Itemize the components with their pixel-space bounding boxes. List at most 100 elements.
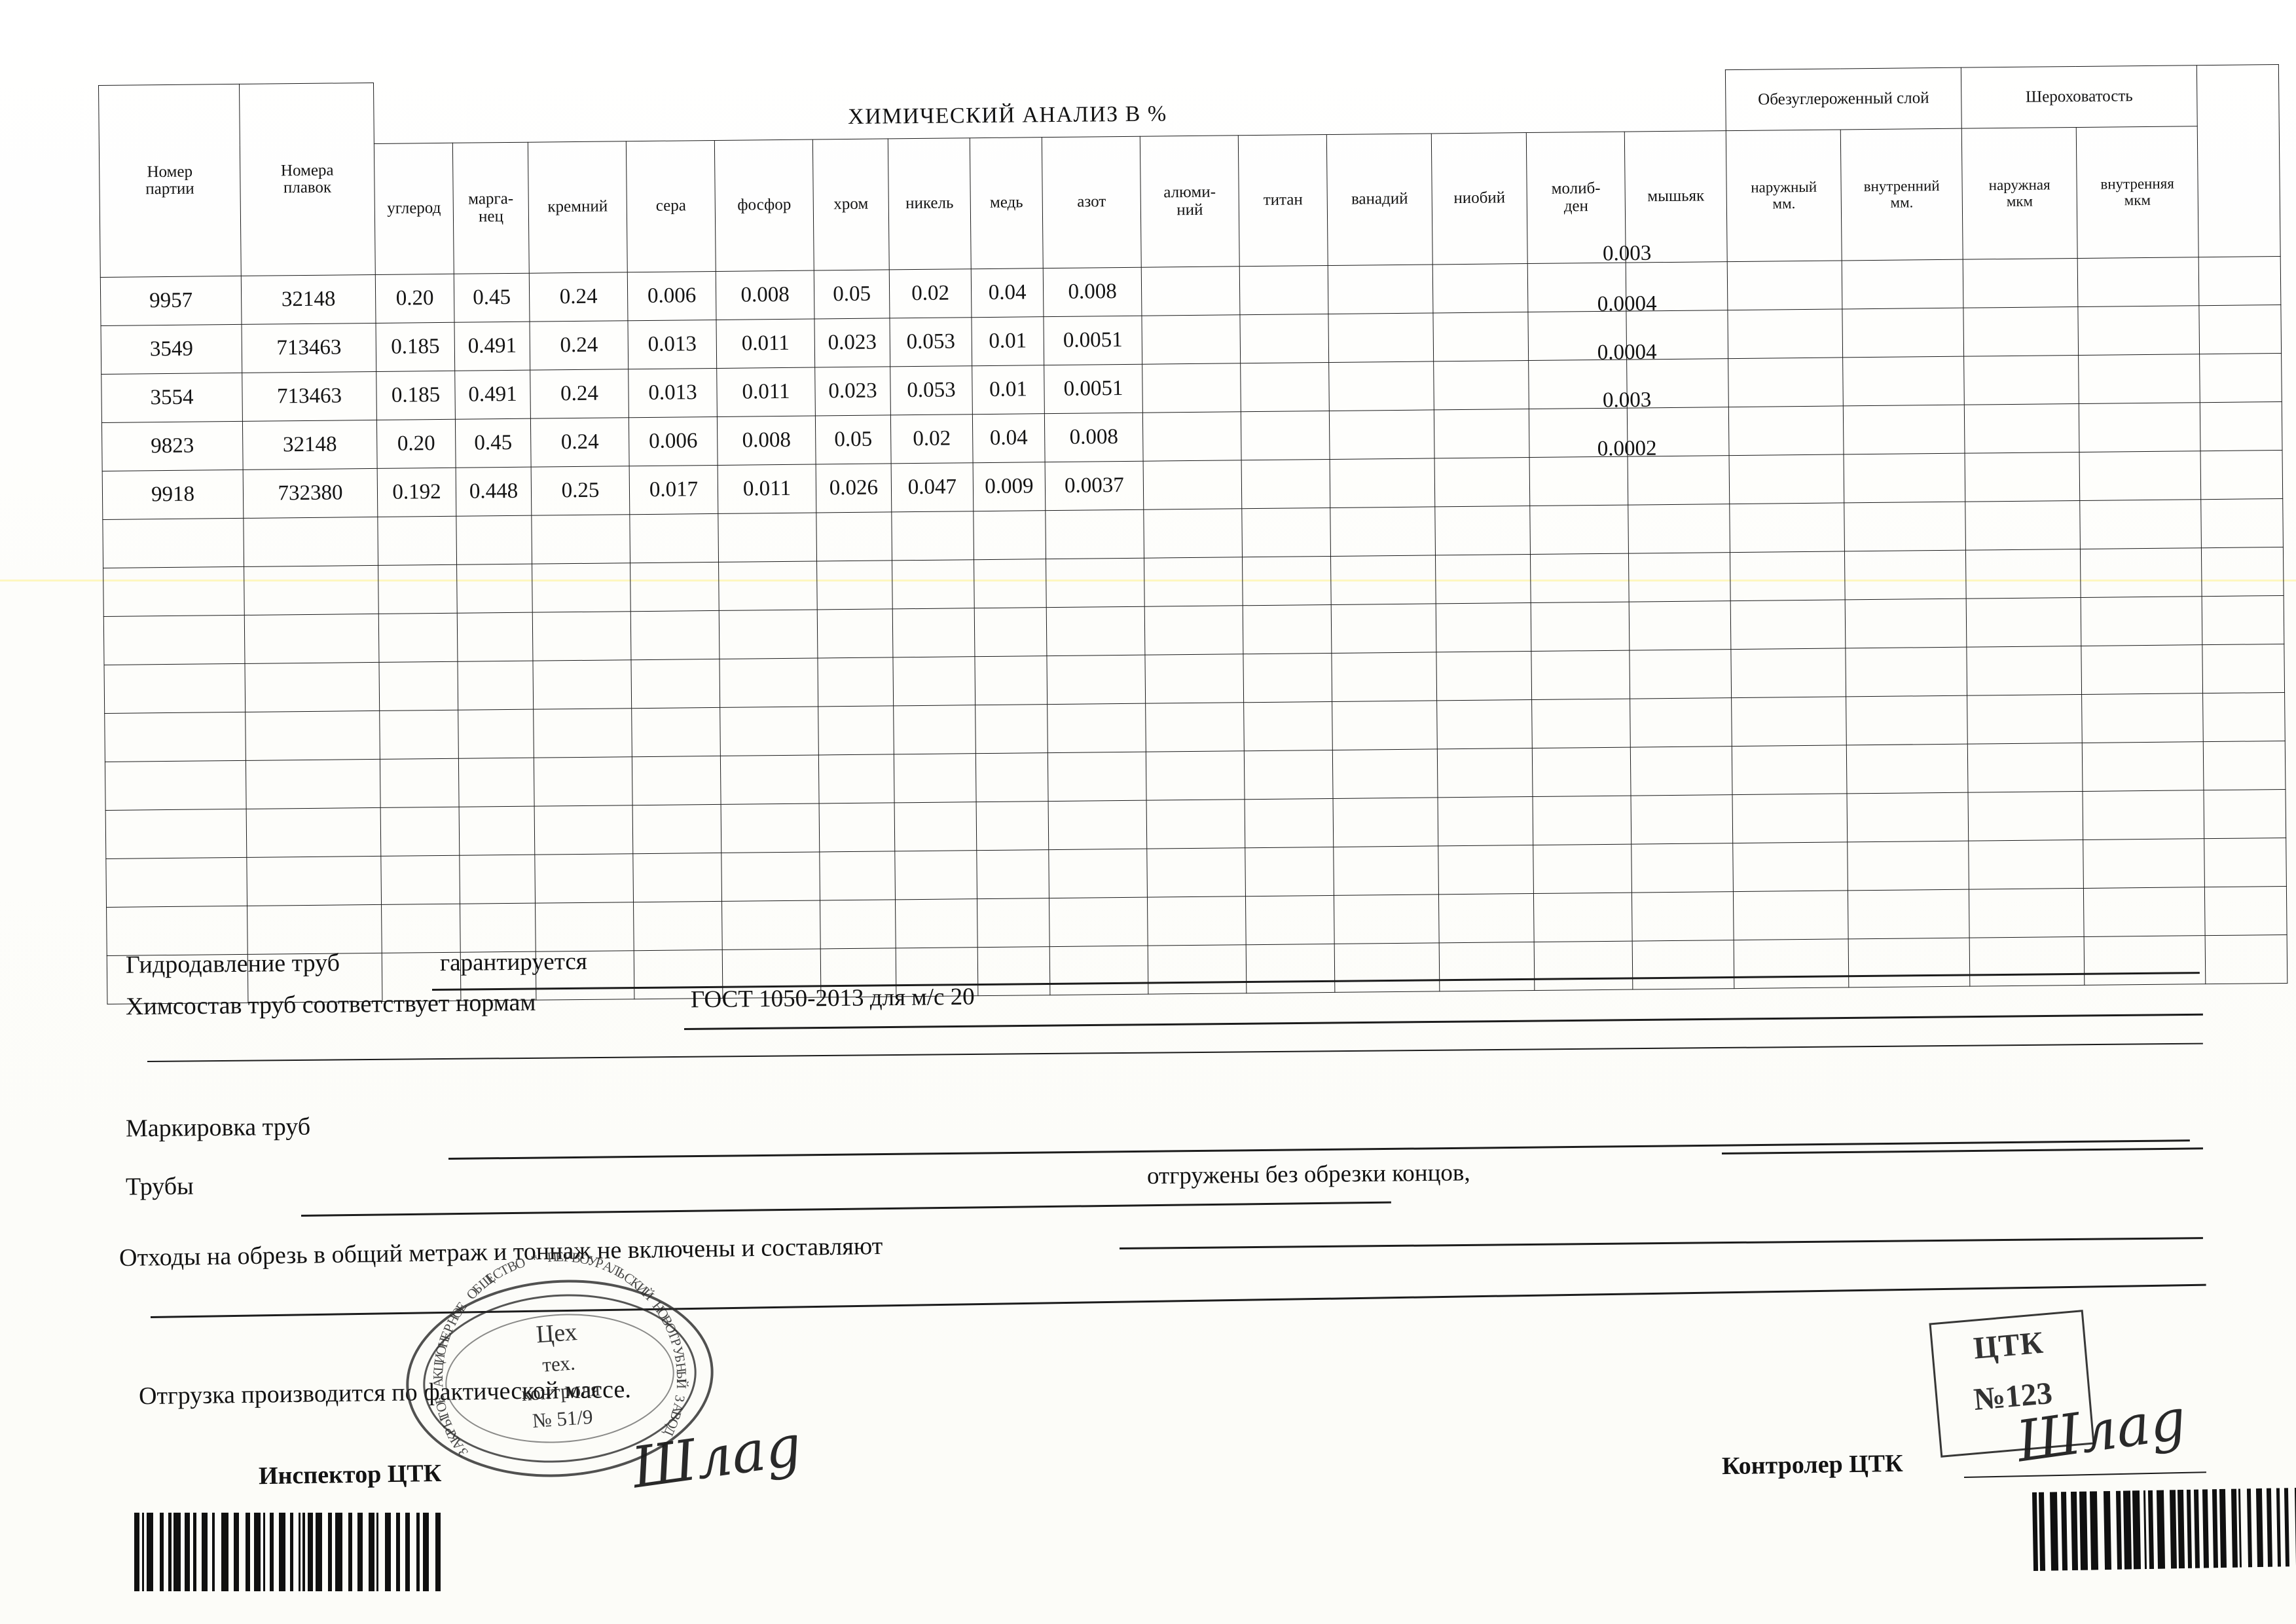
cell-chromium: [817, 657, 894, 707]
cell-aluminium: [1141, 314, 1241, 365]
cell-heat: [243, 517, 378, 567]
cell-rough_in: [2077, 257, 2199, 307]
cell-aluminium: [1146, 799, 1245, 849]
cell-spare: [2198, 256, 2281, 306]
col-header-decarb-outer-line1: наружный: [1751, 179, 1817, 196]
cell-carbon: [379, 710, 459, 760]
cell-rough_in: [2084, 935, 2206, 986]
cell-nickel: 0.02: [889, 268, 972, 318]
cell-heat: [246, 807, 381, 858]
cell-vanadium: [1334, 894, 1440, 944]
cell-rough_in: [2081, 644, 2203, 695]
cell-sulfur: [633, 901, 723, 951]
cell-decarb_out: [1732, 841, 1848, 892]
cell-silicon: 0.25: [531, 466, 630, 516]
cell-batch: [105, 760, 247, 811]
cell-decarb_out: [1729, 502, 1845, 553]
barcode-bar: [357, 1513, 363, 1591]
barcode-bar: [2284, 1488, 2290, 1567]
col-header-spare: [2196, 64, 2281, 257]
cell-heat: [246, 856, 382, 906]
cell-spare: [2204, 886, 2287, 936]
barcode-bar: [234, 1513, 239, 1591]
cell-niobium: [1432, 312, 1529, 361]
cell-nitrogen: 0.008: [1044, 413, 1144, 462]
cell-rough_out: [1968, 840, 2084, 890]
cell-rough_in: [2077, 305, 2200, 356]
cell-heat: [245, 710, 380, 761]
cell-batch: [102, 518, 244, 568]
cell-batch: 9918: [102, 470, 244, 520]
col-header-phosphorus: фосфор: [714, 139, 814, 272]
cell-titanium: [1240, 362, 1330, 412]
cell-sulfur: 0.013: [627, 320, 717, 369]
cell-vanadium: [1332, 700, 1438, 750]
cell-rough_out: [1963, 258, 2078, 308]
arsenic-value-4: 0.0002: [1597, 436, 1657, 461]
cell-rough_in: [2079, 451, 2201, 501]
cell-phosphorus: [718, 561, 818, 611]
cell-molybdenum: [1532, 747, 1631, 797]
cell-batch: [104, 712, 246, 762]
cell-carbon: 0.20: [376, 419, 456, 469]
cell-chromium: 0.05: [814, 269, 890, 320]
cell-vanadium: [1330, 506, 1436, 557]
cell-decarb_in: [1842, 308, 1964, 358]
cell-decarb_out: [1732, 745, 1848, 795]
cell-manganese: 0.491: [454, 322, 530, 371]
cell-vanadium: [1329, 409, 1435, 460]
cell-decarb_in: [1846, 744, 1969, 794]
cell-nickel: [892, 608, 975, 657]
cell-heat: [244, 565, 379, 616]
cell-rough_out: [1965, 452, 2080, 502]
cell-decarb_out: [1728, 357, 1844, 407]
cell-vanadium: [1328, 361, 1434, 411]
cell-titanium: [1245, 798, 1334, 848]
cell-decarb_out: [1730, 551, 1846, 601]
cell-nitrogen: [1047, 703, 1146, 753]
cell-phosphorus: [720, 706, 819, 756]
cell-spare: [2198, 304, 2282, 354]
col-header-heat: Номера плавок: [239, 83, 376, 276]
barcode-bar: [202, 1513, 208, 1591]
cell-titanium: [1243, 701, 1333, 751]
cell-rough_in: [2082, 741, 2204, 792]
col-header-silicon: кремний: [528, 141, 628, 274]
cell-titanium: [1239, 265, 1328, 315]
cell-titanium: [1239, 314, 1329, 363]
cell-spare: [2200, 401, 2283, 451]
col-header-nitrogen: азот: [1042, 136, 1142, 268]
cell-decarb_out: [1733, 890, 1849, 940]
cell-heat: 713463: [242, 371, 377, 422]
cell-nitrogen: [1046, 606, 1145, 656]
cell-vanadium: [1332, 748, 1438, 799]
cell-batch: [105, 809, 247, 859]
cell-carbon: [380, 855, 460, 905]
cell-titanium: [1245, 847, 1334, 896]
col-header-decarb-inner-line1: внутренний: [1863, 177, 1940, 195]
cell-phosphorus: 0.008: [716, 270, 814, 320]
cell-carbon: [378, 661, 458, 711]
barcode-bar: [2147, 1490, 2155, 1569]
cell-arsenic: [1628, 552, 1731, 602]
cell-nitrogen: 0.0051: [1044, 364, 1143, 414]
cell-silicon: 0.24: [530, 417, 630, 468]
col-header-aluminium-line2: ний: [1176, 200, 1203, 219]
cell-nitrogen: [1048, 752, 1147, 802]
cell-vanadium: [1328, 264, 1433, 314]
cell-molybdenum: [1530, 553, 1630, 603]
barcode-bar: [396, 1513, 400, 1591]
col-header-rough-outer-line2: мкм: [2006, 193, 2033, 210]
cell-aluminium: [1144, 605, 1243, 655]
barcode-bar: [335, 1513, 342, 1591]
cell-titanium: [1246, 944, 1335, 993]
barcode-bar: [2060, 1492, 2068, 1571]
barcode-bar: [2238, 1488, 2242, 1568]
cell-phosphorus: 0.011: [716, 319, 815, 369]
cell-molybdenum: [1533, 844, 1632, 894]
cell-decarb_in: [1845, 599, 1967, 648]
barcode-bar: [328, 1513, 332, 1591]
cell-phosphorus: [720, 754, 820, 805]
chem-norm-value: ГОСТ 1050-2013 для м/с 20: [690, 983, 975, 1014]
cell-spare: [2199, 353, 2282, 403]
